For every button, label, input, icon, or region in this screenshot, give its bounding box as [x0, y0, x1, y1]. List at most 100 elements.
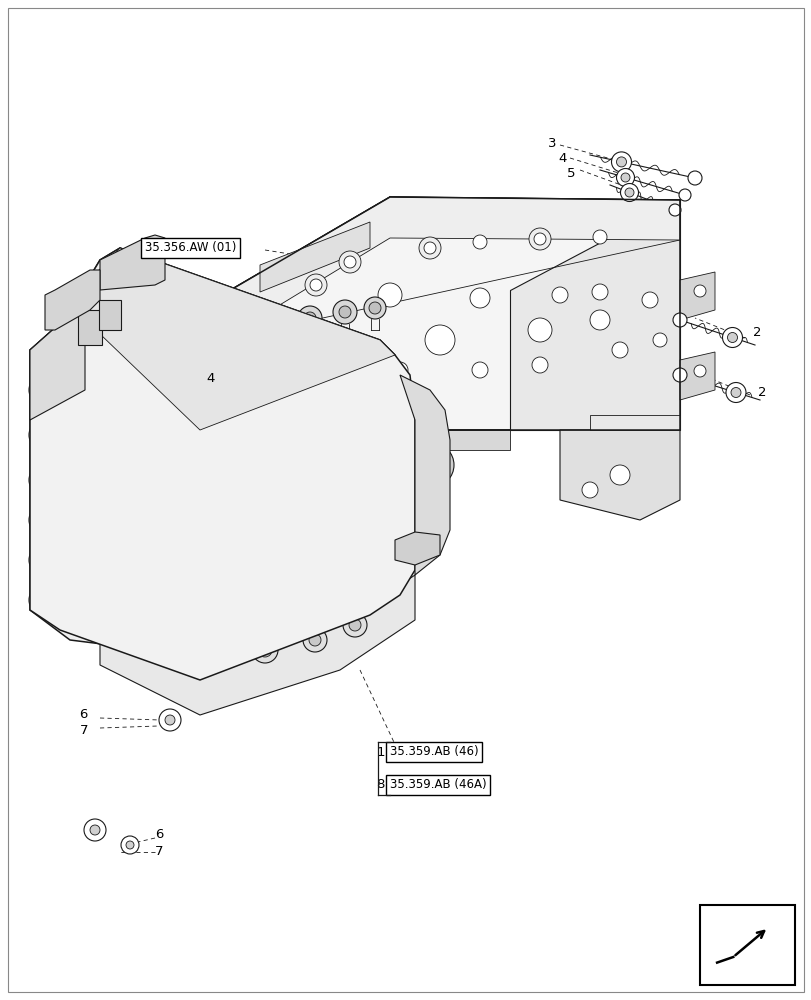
- Circle shape: [262, 312, 288, 338]
- Circle shape: [722, 328, 741, 348]
- Circle shape: [590, 310, 609, 330]
- Circle shape: [98, 498, 122, 522]
- Circle shape: [88, 433, 132, 477]
- Circle shape: [730, 387, 740, 397]
- Circle shape: [333, 300, 357, 324]
- Text: 35.359.AB (46A): 35.359.AB (46A): [389, 778, 486, 791]
- Circle shape: [198, 338, 212, 352]
- Circle shape: [150, 520, 190, 560]
- Circle shape: [139, 630, 169, 660]
- Circle shape: [260, 440, 296, 476]
- Polygon shape: [99, 300, 121, 330]
- Text: 2: 2: [757, 385, 766, 398]
- Text: 1: 1: [376, 746, 384, 758]
- Circle shape: [422, 240, 437, 256]
- Polygon shape: [45, 270, 100, 330]
- Circle shape: [158, 643, 172, 657]
- Circle shape: [423, 242, 436, 254]
- Circle shape: [315, 351, 333, 369]
- Polygon shape: [75, 248, 394, 430]
- Circle shape: [338, 251, 361, 273]
- Circle shape: [528, 228, 551, 250]
- Circle shape: [363, 618, 376, 632]
- Circle shape: [307, 388, 341, 422]
- Circle shape: [98, 443, 122, 467]
- Circle shape: [161, 341, 189, 369]
- Circle shape: [258, 643, 272, 657]
- Circle shape: [29, 374, 61, 406]
- Circle shape: [305, 274, 327, 296]
- Polygon shape: [221, 430, 509, 450]
- Circle shape: [616, 169, 633, 187]
- Circle shape: [473, 235, 487, 249]
- Circle shape: [243, 386, 251, 394]
- Circle shape: [534, 233, 545, 245]
- Circle shape: [624, 188, 633, 197]
- Circle shape: [303, 312, 315, 324]
- Circle shape: [67, 295, 77, 305]
- Circle shape: [609, 465, 629, 485]
- Polygon shape: [100, 235, 165, 290]
- Circle shape: [351, 354, 384, 386]
- Circle shape: [342, 255, 357, 269]
- Text: 4: 4: [206, 371, 215, 384]
- Circle shape: [531, 231, 547, 247]
- Circle shape: [531, 357, 547, 373]
- Circle shape: [527, 318, 551, 342]
- Circle shape: [378, 283, 401, 307]
- Circle shape: [713, 959, 719, 966]
- Circle shape: [215, 410, 234, 430]
- Circle shape: [413, 398, 427, 412]
- Circle shape: [620, 184, 637, 202]
- Circle shape: [351, 399, 384, 431]
- Circle shape: [359, 407, 375, 423]
- Polygon shape: [260, 222, 370, 292]
- Circle shape: [62, 290, 82, 310]
- Polygon shape: [230, 320, 258, 420]
- Circle shape: [471, 362, 487, 378]
- Circle shape: [36, 471, 54, 489]
- Circle shape: [268, 318, 281, 332]
- Circle shape: [223, 658, 237, 672]
- Circle shape: [215, 462, 234, 482]
- Circle shape: [310, 279, 322, 291]
- Circle shape: [591, 284, 607, 300]
- Circle shape: [672, 368, 686, 382]
- Circle shape: [359, 452, 375, 468]
- Circle shape: [227, 322, 253, 348]
- Polygon shape: [221, 295, 264, 445]
- Text: 2: 2: [752, 326, 761, 338]
- Text: 7: 7: [155, 845, 163, 858]
- Polygon shape: [78, 310, 102, 345]
- Circle shape: [344, 256, 355, 268]
- Circle shape: [116, 621, 144, 649]
- Polygon shape: [679, 352, 714, 400]
- Text: 6: 6: [79, 708, 88, 722]
- Polygon shape: [394, 532, 440, 565]
- Circle shape: [29, 504, 61, 536]
- Polygon shape: [221, 295, 264, 445]
- Circle shape: [165, 715, 175, 725]
- Circle shape: [84, 819, 106, 841]
- Circle shape: [268, 351, 286, 369]
- Circle shape: [159, 374, 181, 396]
- Text: 8: 8: [376, 778, 384, 791]
- Circle shape: [693, 365, 705, 377]
- Polygon shape: [221, 197, 679, 430]
- Circle shape: [611, 152, 631, 172]
- Circle shape: [206, 503, 243, 541]
- Circle shape: [268, 449, 286, 467]
- Circle shape: [238, 381, 257, 399]
- Circle shape: [36, 381, 54, 399]
- Circle shape: [687, 171, 702, 185]
- Circle shape: [315, 396, 333, 414]
- Circle shape: [410, 443, 453, 487]
- Circle shape: [260, 390, 296, 426]
- Circle shape: [36, 511, 54, 529]
- Circle shape: [36, 591, 54, 609]
- Circle shape: [616, 157, 626, 167]
- Circle shape: [260, 490, 296, 526]
- Circle shape: [359, 362, 375, 378]
- Circle shape: [581, 482, 597, 498]
- Circle shape: [309, 634, 320, 646]
